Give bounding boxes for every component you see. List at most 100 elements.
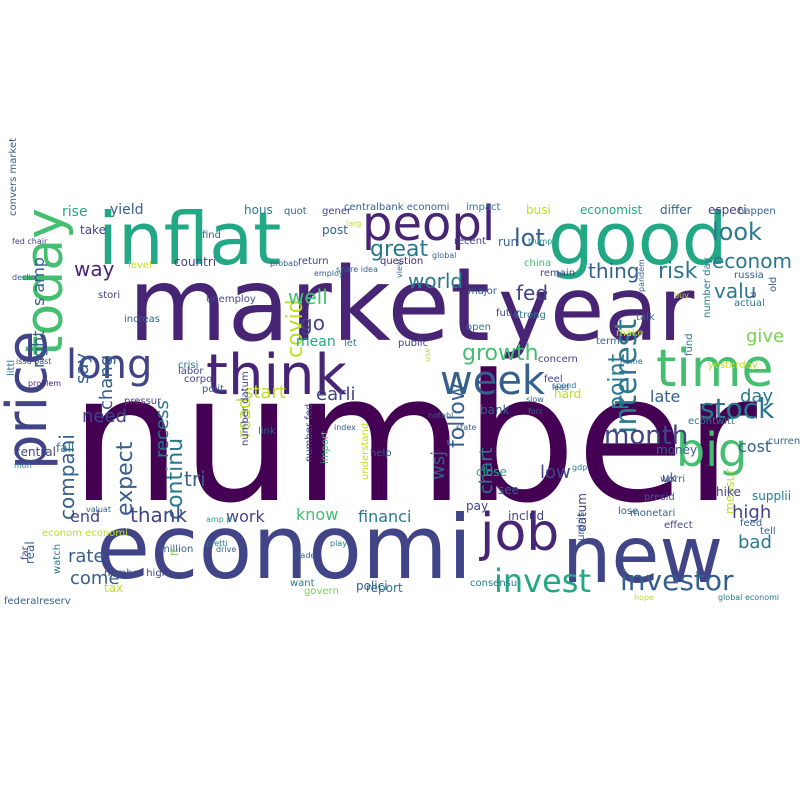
word-tell: tell (760, 526, 776, 537)
word-mean: mean (296, 334, 336, 350)
word-number-day: number day (702, 257, 713, 318)
word-central: central (14, 445, 56, 459)
word-right: right (29, 330, 48, 368)
word-index: index (334, 423, 356, 432)
word-invest: invest (494, 562, 591, 600)
word-market: market (128, 246, 490, 365)
word-point: point (605, 354, 630, 410)
word-post: post (322, 223, 348, 237)
word-price: price (0, 331, 60, 470)
word-effect: effect (664, 520, 693, 531)
word-number: number (70, 337, 758, 542)
word-lead: lead (552, 383, 569, 392)
word-start: start (244, 382, 286, 403)
word-expect: expect (113, 441, 138, 516)
word-level: level (128, 260, 152, 271)
word-play: play (330, 539, 347, 548)
word-tax: tax (104, 581, 123, 595)
word-fed-chair: fed chair (12, 237, 48, 246)
word-report: report (366, 581, 403, 595)
word-hous: hous (244, 203, 273, 217)
word-use: use (423, 348, 432, 362)
word-interest: interest (609, 319, 644, 434)
word-link: link (258, 426, 276, 437)
word-money: money (656, 443, 697, 457)
word-current: current (768, 436, 800, 447)
word-share-idea: share idea (336, 265, 378, 274)
word-worri: worri (660, 474, 685, 485)
word-good: good (548, 197, 728, 281)
word-includ: includ (508, 509, 544, 523)
word-home: home (620, 357, 643, 366)
word-uk: uk (662, 471, 677, 485)
word-feed: feed (740, 518, 762, 529)
word-feel: feel (544, 374, 563, 385)
word-global-economi: global economi (718, 593, 779, 602)
word-thing: thing (588, 259, 639, 283)
word-growth: growth (462, 341, 539, 366)
word-bad: bad (738, 532, 772, 553)
word-big: big (676, 423, 747, 477)
word-week: week (440, 358, 546, 404)
word-follow: follow (445, 383, 470, 448)
word-low: low (540, 462, 571, 483)
word-declin: declin (12, 273, 36, 282)
word-work: work (226, 507, 265, 526)
word-amp-p: amp p (206, 515, 231, 524)
word-real: real (23, 541, 37, 564)
word-trade: trade (294, 551, 315, 560)
word-need: need (82, 406, 127, 427)
word-investor: investor (620, 564, 734, 597)
word-job: job (479, 503, 559, 563)
word-month: month (604, 421, 688, 451)
word-u: u (748, 292, 759, 298)
word-talk: talk (636, 312, 655, 323)
word-run: run (498, 235, 518, 249)
word-econom: econom (712, 249, 792, 273)
word-fund: fund (684, 333, 695, 356)
word-polici: polici (356, 579, 388, 593)
word-busi: busi (526, 203, 551, 217)
word-way: way (74, 257, 115, 281)
word-recess: recess (152, 400, 173, 458)
word-gdp: gdp (572, 463, 587, 472)
word-gener: gener (322, 206, 352, 217)
word-trump: trump (528, 237, 552, 246)
word-today: today (15, 208, 75, 356)
word-see: see (498, 483, 519, 497)
word-convers-market: convers market (8, 138, 19, 216)
word-long: long (66, 342, 152, 388)
word-well: well (288, 285, 328, 309)
word-watch: watch (52, 544, 63, 574)
word-world: world (408, 269, 463, 293)
word-cost: cost (738, 437, 771, 456)
word-earli: earli (316, 384, 356, 405)
word-actual: actual (734, 298, 765, 309)
word-ft: ft (170, 549, 181, 556)
word-pay: pay (466, 499, 488, 513)
word-polit: polit (202, 384, 224, 395)
word-problem: problem (28, 379, 61, 388)
word-drive: drive (216, 545, 236, 554)
word-number-fed: number fed (304, 404, 315, 462)
word-govern: govern (304, 586, 339, 597)
word-labor: labor (178, 366, 204, 377)
word-want: want (290, 578, 315, 589)
word-especi: especi (708, 203, 747, 217)
word-find: find (202, 230, 221, 241)
word-s-amp: s amp (29, 257, 48, 306)
word-spend: spend (552, 381, 576, 390)
word-pandem: pandem (637, 259, 646, 292)
word-high: high (732, 502, 771, 523)
word-thank: thank (130, 503, 187, 527)
word-look: look (712, 218, 762, 246)
word-wsj: wsj (428, 451, 449, 480)
word-differ: differ (660, 203, 692, 217)
word-stori: stori (98, 290, 120, 301)
word-futur: futur (496, 308, 521, 319)
word-increas: increas (124, 314, 160, 325)
word-time: time (656, 339, 773, 399)
word-probabl: probabl (270, 259, 300, 268)
word-countri: countri (174, 255, 216, 269)
word-economist: economist (580, 203, 643, 217)
